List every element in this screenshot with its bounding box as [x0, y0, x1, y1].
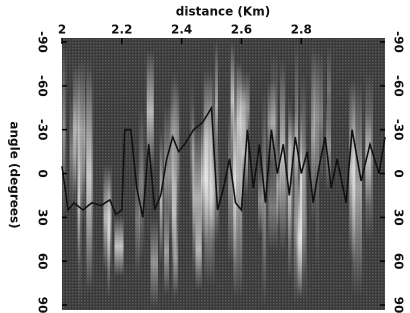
y-tick-label-right: -30 [392, 119, 406, 141]
texture-streak [349, 79, 355, 261]
y-tick-label: -90 [36, 31, 50, 53]
y-axis-title: angle (degrees) [8, 121, 22, 228]
texture-streak [172, 67, 177, 303]
y-tick-label-right: 90 [392, 297, 406, 313]
texture-streak [164, 207, 169, 296]
y-tick-label: 90 [36, 297, 50, 313]
texture-streak [215, 39, 218, 174]
y-tick-label-right: 30 [392, 209, 406, 226]
texture-streak [139, 105, 143, 259]
texture-streak [271, 50, 278, 198]
texture-streak [242, 112, 248, 194]
texture-streak [151, 217, 158, 308]
x-tick-label: 2.8 [291, 23, 312, 37]
texture-streak [79, 58, 85, 201]
y-tick-label-right: -60 [392, 75, 406, 97]
texture-streak [192, 105, 195, 205]
x-tick-label: 2 [58, 23, 66, 37]
x-tick-label: 2.2 [111, 23, 132, 37]
texture-streak [294, 140, 297, 306]
x-tick-label: 2.6 [231, 23, 252, 37]
texture-streak [314, 50, 324, 184]
x-axis-title: distance (Km) [176, 5, 270, 19]
texture-streak [114, 216, 123, 277]
y-tick-label: -60 [36, 75, 50, 97]
y-tick-label-right: -90 [392, 31, 406, 53]
y-tick-label: 0 [36, 169, 50, 177]
y-tick-label: -30 [36, 119, 50, 141]
x-tick-label: 2.4 [171, 23, 192, 37]
texture-streak [228, 109, 236, 264]
texture-streak [86, 58, 92, 293]
y-tick-label-right: 60 [392, 253, 406, 270]
chart: distance (Km) angle (degrees) 2 2.2 2.4 2.6… [0, 0, 410, 313]
texture-streak [107, 171, 110, 299]
texture-streak [73, 64, 79, 194]
y-tick-label-right: 0 [392, 169, 406, 177]
y-tick-label: 60 [36, 253, 50, 270]
y-tick-label: 30 [36, 209, 50, 226]
texture-streak [207, 169, 213, 230]
